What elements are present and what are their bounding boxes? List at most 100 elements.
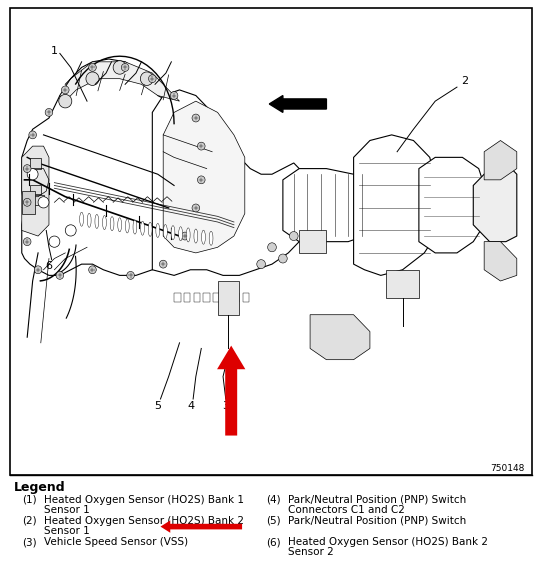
Polygon shape — [60, 62, 180, 101]
Bar — [386, 270, 419, 298]
Bar — [223, 293, 230, 302]
Text: 2: 2 — [461, 76, 469, 87]
Ellipse shape — [178, 227, 182, 241]
Bar — [194, 293, 200, 302]
Text: Park/Neutral Position (PNP) Switch: Park/Neutral Position (PNP) Switch — [288, 495, 467, 505]
Polygon shape — [354, 135, 435, 275]
Text: (2): (2) — [22, 516, 36, 526]
Circle shape — [127, 271, 134, 279]
Bar — [203, 293, 210, 302]
Ellipse shape — [171, 226, 175, 239]
Ellipse shape — [125, 219, 129, 233]
Bar — [218, 281, 239, 315]
Text: (5): (5) — [267, 516, 281, 526]
Polygon shape — [310, 315, 370, 360]
Ellipse shape — [79, 212, 83, 226]
Bar — [174, 293, 181, 302]
Circle shape — [257, 260, 265, 269]
Bar — [30, 158, 41, 169]
Circle shape — [192, 204, 200, 212]
Circle shape — [61, 86, 69, 94]
Circle shape — [268, 243, 276, 252]
Bar — [243, 293, 249, 302]
Bar — [233, 293, 239, 302]
Text: Heated Oxygen Sensor (HO2S) Bank 1: Heated Oxygen Sensor (HO2S) Bank 1 — [44, 495, 244, 505]
Polygon shape — [163, 101, 245, 253]
Text: 4: 4 — [188, 401, 195, 411]
Circle shape — [170, 92, 178, 99]
Bar — [10, 8, 532, 475]
Circle shape — [140, 72, 153, 85]
Text: Sensor 1: Sensor 1 — [44, 526, 89, 536]
Text: (1): (1) — [22, 495, 36, 505]
FancyArrow shape — [160, 520, 242, 533]
Text: Heated Oxygen Sensor (HO2S) Bank 2: Heated Oxygen Sensor (HO2S) Bank 2 — [44, 516, 244, 526]
Ellipse shape — [201, 230, 205, 244]
FancyArrow shape — [269, 96, 326, 112]
Circle shape — [197, 176, 205, 184]
Circle shape — [59, 94, 72, 108]
Circle shape — [86, 72, 99, 85]
Circle shape — [29, 131, 36, 139]
Ellipse shape — [186, 228, 190, 242]
Ellipse shape — [148, 223, 152, 236]
Circle shape — [289, 232, 298, 241]
Text: 750148: 750148 — [491, 464, 525, 473]
Text: (4): (4) — [267, 495, 281, 505]
Text: 5: 5 — [154, 401, 161, 411]
FancyArrow shape — [217, 346, 245, 436]
Circle shape — [23, 165, 31, 173]
Bar — [30, 185, 41, 194]
Polygon shape — [473, 163, 517, 242]
Polygon shape — [152, 90, 305, 275]
Text: (6): (6) — [267, 537, 281, 547]
Bar — [299, 230, 326, 253]
Circle shape — [34, 266, 42, 274]
Polygon shape — [484, 242, 517, 281]
Text: (3): (3) — [22, 537, 36, 547]
Circle shape — [192, 114, 200, 122]
Ellipse shape — [163, 225, 168, 239]
Text: 3: 3 — [222, 401, 229, 411]
Ellipse shape — [156, 223, 160, 237]
Circle shape — [113, 61, 126, 74]
Polygon shape — [283, 169, 375, 242]
Circle shape — [23, 238, 31, 246]
Polygon shape — [22, 59, 207, 275]
Bar — [22, 191, 35, 214]
Circle shape — [45, 108, 53, 116]
Circle shape — [197, 142, 205, 150]
Circle shape — [65, 225, 76, 236]
Circle shape — [181, 232, 189, 240]
Ellipse shape — [209, 232, 213, 245]
Text: Sensor 2: Sensor 2 — [288, 547, 334, 558]
Circle shape — [23, 198, 31, 206]
Bar — [30, 195, 44, 205]
Circle shape — [89, 64, 96, 71]
Circle shape — [159, 260, 167, 268]
Text: Sensor 1: Sensor 1 — [44, 505, 89, 515]
Ellipse shape — [133, 220, 137, 234]
Text: Legend: Legend — [14, 481, 65, 493]
Text: Heated Oxygen Sensor (HO2S) Bank 2: Heated Oxygen Sensor (HO2S) Bank 2 — [288, 537, 489, 547]
Ellipse shape — [88, 214, 91, 228]
Bar — [213, 293, 220, 302]
Text: Connectors C1 and C2: Connectors C1 and C2 — [288, 505, 405, 515]
Circle shape — [89, 266, 96, 274]
Ellipse shape — [110, 217, 114, 230]
Ellipse shape — [141, 221, 145, 235]
Text: Vehicle Speed Sensor (VSS): Vehicle Speed Sensor (VSS) — [44, 537, 188, 547]
Text: 6: 6 — [46, 261, 52, 271]
Circle shape — [56, 271, 64, 279]
Circle shape — [49, 236, 60, 247]
Text: Park/Neutral Position (PNP) Switch: Park/Neutral Position (PNP) Switch — [288, 516, 467, 526]
Bar — [184, 293, 190, 302]
Polygon shape — [419, 157, 484, 253]
Ellipse shape — [95, 215, 98, 228]
Circle shape — [27, 169, 38, 180]
Polygon shape — [484, 140, 517, 180]
Ellipse shape — [118, 218, 122, 232]
Circle shape — [38, 197, 49, 208]
Circle shape — [149, 75, 156, 83]
Circle shape — [279, 254, 287, 263]
